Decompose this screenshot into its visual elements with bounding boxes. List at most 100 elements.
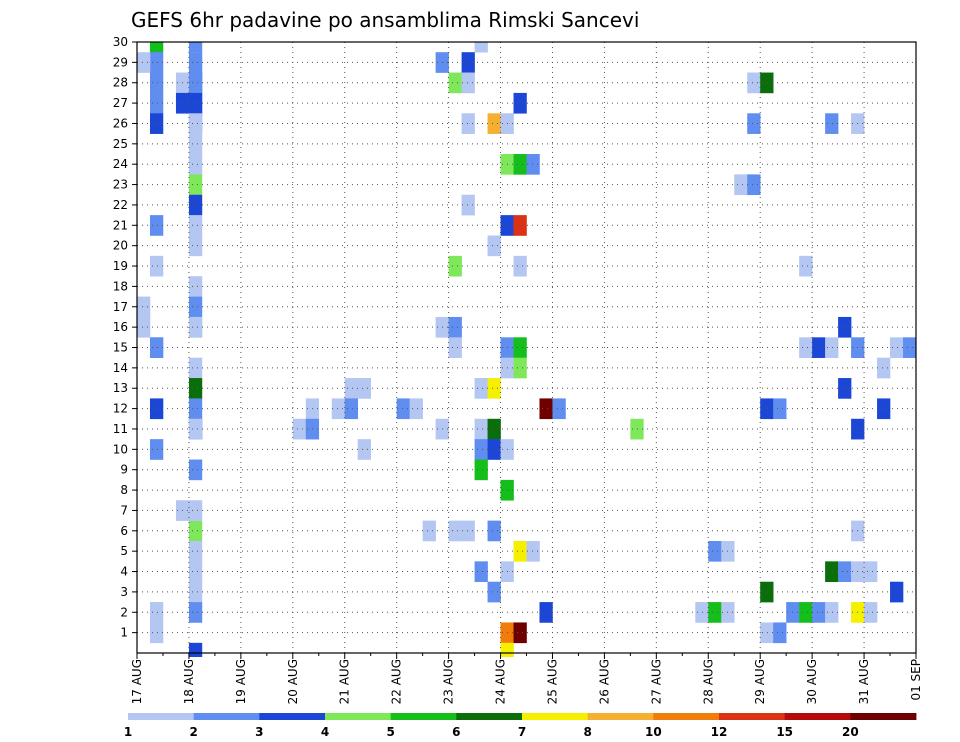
precip-cell <box>149 92 164 114</box>
precip-cell <box>344 398 359 420</box>
precip-cell <box>448 316 462 338</box>
precip-cell <box>812 602 826 623</box>
precip-cell <box>188 154 203 175</box>
precip-cell <box>188 42 203 53</box>
precip-cell <box>149 439 164 460</box>
precip-cell <box>552 398 566 420</box>
y-tick-label: 30 <box>113 35 128 49</box>
precip-cell <box>188 357 203 379</box>
precip-cell <box>188 378 203 399</box>
precip-cell <box>396 398 410 420</box>
precip-cell <box>149 72 164 94</box>
x-tick-label: 19 AUG <box>234 659 248 704</box>
x-tick-label: 29 AUG <box>753 659 767 704</box>
precip-cell <box>747 174 761 196</box>
y-tick-label: 22 <box>113 198 128 212</box>
precip-cell <box>188 398 203 420</box>
precip-cell <box>838 561 852 583</box>
colorbar-label: 5 <box>386 725 394 739</box>
precip-cell <box>461 113 475 134</box>
precip-cell <box>513 255 527 277</box>
precip-cell <box>422 520 436 542</box>
precip-cell <box>188 602 203 623</box>
precip-cell <box>825 602 839 623</box>
precip-cell <box>513 622 527 644</box>
plot-cells <box>137 42 917 657</box>
y-tick-label: 3 <box>120 585 128 599</box>
y-axis: 1234567891011121314151617181920212223242… <box>113 35 137 640</box>
y-tick-label: 11 <box>113 422 128 436</box>
precip-cell <box>357 378 371 399</box>
y-tick-label: 19 <box>113 259 128 273</box>
y-tick-label: 27 <box>113 96 128 110</box>
precip-cell <box>188 520 203 542</box>
y-tick-label: 9 <box>120 463 128 477</box>
precip-cell <box>487 113 501 134</box>
precip-cell <box>487 520 501 542</box>
x-tick-label: 25 AUG <box>545 659 559 704</box>
precip-cell <box>864 561 878 583</box>
colorbar-swatch <box>456 713 523 720</box>
colorbar-label: 8 <box>583 725 591 739</box>
precip-cell <box>149 42 164 53</box>
colorbar-label: 7 <box>518 725 526 739</box>
chart-title: GEFS 6hr padavine po ansamblima Rimski S… <box>131 8 639 32</box>
y-tick-label: 29 <box>113 55 128 69</box>
precip-cell <box>799 337 813 358</box>
y-tick-label: 8 <box>120 483 128 497</box>
precip-cell <box>526 540 540 562</box>
precip-cell <box>149 255 164 277</box>
plot-grid <box>137 41 916 653</box>
colorbar-swatch <box>850 713 917 720</box>
precip-cell <box>188 215 203 236</box>
x-tick-label: 18 AUG <box>182 659 196 704</box>
y-tick-label: 10 <box>113 442 128 456</box>
precip-cell <box>188 418 203 440</box>
colorbar-label: 10 <box>645 725 662 739</box>
precip-cell <box>474 418 488 440</box>
y-tick-label: 15 <box>113 341 128 355</box>
y-tick-label: 21 <box>113 218 128 232</box>
y-tick-label: 24 <box>113 157 128 171</box>
y-tick-label: 2 <box>120 605 128 619</box>
precip-cell <box>487 581 501 603</box>
precip-cell <box>539 398 553 420</box>
precip-cell <box>695 602 709 623</box>
precip-cell <box>526 154 540 175</box>
precip-cell <box>188 235 203 257</box>
colorbar-label: 4 <box>321 725 329 739</box>
y-tick-label: 5 <box>120 544 128 558</box>
precip-cell <box>487 439 501 460</box>
colorbar-swatch <box>259 713 326 720</box>
x-tick-label: 28 AUG <box>701 659 715 704</box>
precip-cell <box>474 561 488 583</box>
y-tick-label: 13 <box>113 381 128 395</box>
colorbar-swatch <box>325 713 392 720</box>
precip-cell <box>487 378 501 399</box>
x-axis: 17 AUG 18 AUG 19 AUG 20 AUG 21 AUG 22 AUG 23 A… <box>130 653 923 704</box>
precip-cell <box>747 72 761 94</box>
precip-cell <box>747 113 761 134</box>
colorbar-swatch <box>390 713 457 720</box>
precip-cell <box>760 72 774 94</box>
y-tick-label: 23 <box>113 178 128 192</box>
precip-cell <box>409 398 423 420</box>
precip-cell <box>448 255 462 277</box>
precip-cell <box>448 337 462 358</box>
precip-cell <box>474 42 488 53</box>
precip-cell <box>188 194 203 216</box>
y-tick-label: 25 <box>113 137 128 151</box>
y-tick-label: 7 <box>120 503 128 517</box>
precip-cell <box>149 337 164 358</box>
colorbar-legend: 1 2 3 4 5 6 7 8 10 12 15 20 <box>124 713 917 739</box>
precip-cell <box>149 215 164 236</box>
colorbar-swatch <box>587 713 654 720</box>
precip-cell <box>825 337 839 358</box>
precip-cell <box>188 72 203 94</box>
precip-cell <box>760 398 774 420</box>
colorbar-swatch <box>522 713 589 720</box>
y-tick-label: 18 <box>113 279 128 293</box>
y-tick-label: 17 <box>113 300 128 314</box>
precip-cell <box>513 337 527 358</box>
